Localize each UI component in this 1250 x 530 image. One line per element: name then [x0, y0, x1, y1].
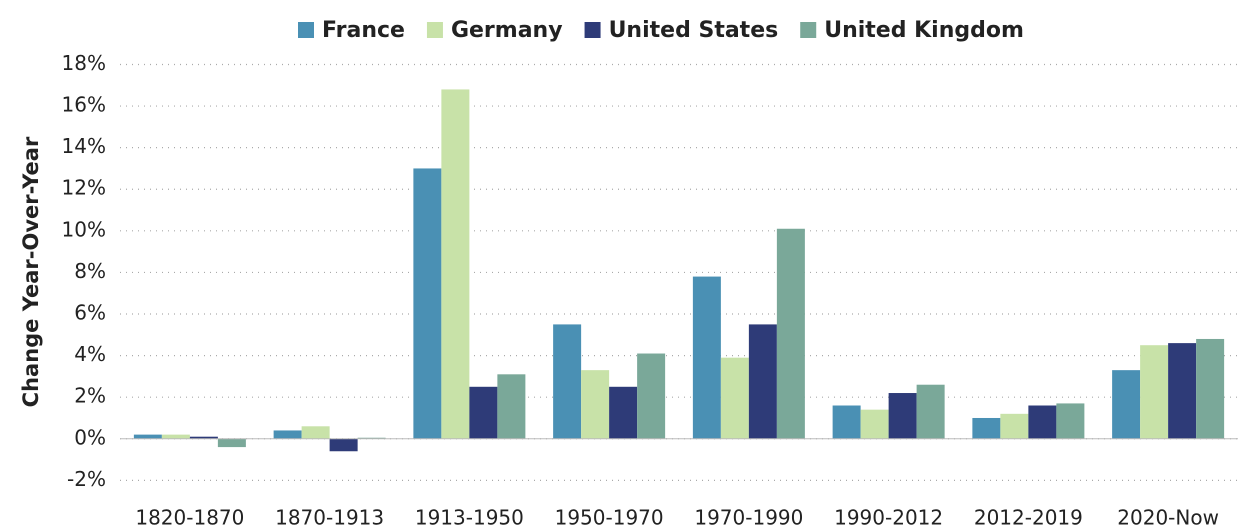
- x-tick-label: 1970-1990: [694, 506, 803, 530]
- y-tick-label: 10%: [62, 217, 106, 241]
- x-tick-label: 2012-2019: [974, 506, 1083, 530]
- bar: [497, 374, 526, 439]
- bar: [972, 417, 1001, 439]
- bar: [748, 324, 777, 439]
- bar: [357, 437, 386, 439]
- legend-label: Germany: [451, 18, 563, 43]
- bar: [1000, 413, 1029, 439]
- x-tick-label: 1820-1870: [135, 506, 244, 530]
- bar: [133, 434, 162, 439]
- legend-swatch: [426, 22, 443, 38]
- legend-swatch: [800, 22, 817, 38]
- y-tick-label: 16%: [62, 93, 106, 117]
- bar: [888, 393, 917, 439]
- x-tick-label: 1913-1950: [415, 506, 524, 530]
- bar: [832, 405, 861, 439]
- bar: [1140, 345, 1169, 439]
- bar: [1168, 343, 1197, 439]
- bar: [273, 430, 302, 439]
- bar: [161, 434, 190, 439]
- x-tick-label: 1870-1913: [275, 506, 384, 530]
- bar: [637, 353, 666, 439]
- legend: France Germany United States United Kingdom: [298, 18, 1024, 43]
- bar: [1112, 370, 1141, 439]
- y-tick-label: 14%: [62, 134, 106, 158]
- bar: [441, 89, 470, 439]
- bar: [413, 168, 442, 439]
- bar: [776, 228, 805, 439]
- bar: [581, 370, 610, 439]
- y-tick-label: 8%: [74, 259, 106, 283]
- y-tick-label: 12%: [62, 176, 106, 200]
- y-tick-label: 18%: [62, 51, 106, 75]
- bar: [189, 436, 218, 439]
- x-tick-label: 1990-2012: [834, 506, 943, 530]
- bar: [301, 426, 330, 439]
- legend-swatch: [584, 22, 601, 38]
- bar: [1056, 403, 1085, 439]
- legend-label: France: [322, 18, 405, 43]
- x-tick-label: 1950-1970: [555, 506, 664, 530]
- x-tick-label: 2020-Now: [1117, 506, 1219, 530]
- bar: [609, 386, 638, 439]
- bar: [469, 386, 498, 439]
- bar: [217, 438, 246, 448]
- y-tick-label: 4%: [74, 342, 106, 366]
- bar: [720, 357, 749, 439]
- bar: [692, 276, 721, 439]
- bar: [1196, 338, 1225, 439]
- bar: [916, 384, 945, 439]
- y-axis-title: Change Year-Over-Year: [19, 136, 43, 407]
- y-tick-label: -2%: [67, 467, 106, 491]
- bar: [553, 324, 582, 439]
- y-tick-label: 6%: [74, 301, 106, 325]
- y-tick-label: 2%: [74, 384, 106, 408]
- legend-swatch: [298, 22, 314, 38]
- bar: [329, 438, 358, 452]
- bar: [860, 409, 889, 439]
- legend-label: United Kingdom: [824, 18, 1024, 43]
- bar: [1028, 405, 1057, 439]
- y-tick-label: 0%: [74, 425, 106, 449]
- legend-label: United States: [609, 18, 779, 43]
